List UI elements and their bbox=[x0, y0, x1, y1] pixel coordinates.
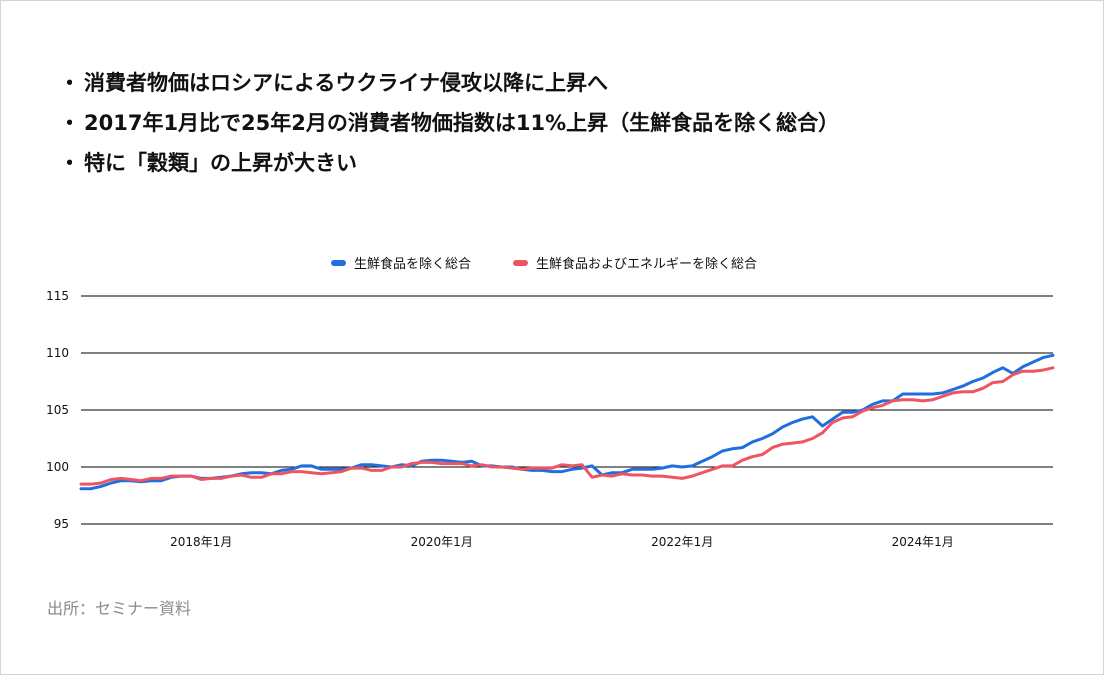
x-tick-label: 2024年1月 bbox=[892, 535, 954, 549]
source-note: 出所：セミナー資料 bbox=[47, 599, 192, 618]
series-line-2 bbox=[79, 366, 1055, 486]
y-tick-label: 110 bbox=[46, 346, 69, 360]
x-tick-label: 2020年1月 bbox=[411, 535, 473, 549]
y-tick-label: 95 bbox=[54, 517, 69, 531]
legend-label: 生鮮食品を除く総合 bbox=[354, 256, 471, 272]
y-tick-label: 105 bbox=[46, 403, 69, 417]
bullet-text: 2017年1月比で25年2月の消費者物価指数は11%上昇（生鮮食品を除く総合） bbox=[84, 111, 840, 135]
bullet-item: ・ 2017年1月比で25年2月の消費者物価指数は11%上昇（生鮮食品を除く総合… bbox=[57, 103, 839, 143]
x-tick-label: 2018年1月 bbox=[170, 535, 232, 549]
x-tick-label: 2022年1月 bbox=[651, 535, 713, 549]
bullet-text: 消費者物価はロシアによるウクライナ侵攻以降に上昇へ bbox=[84, 71, 608, 95]
y-tick-label: 115 bbox=[46, 289, 69, 303]
legend-swatch bbox=[513, 260, 528, 266]
bullet-marker: ・ bbox=[59, 71, 80, 95]
y-tick-label: 100 bbox=[46, 460, 69, 474]
legend-label: 生鮮食品およびエネルギーを除く総合 bbox=[536, 256, 757, 272]
line-chart: 95 100 105 110 115 2018年1月 2020年1月 2022年1月 2024年… bbox=[46, 256, 1055, 549]
bullet-item: ・ 特に「穀類」の上昇が大きい bbox=[57, 143, 839, 183]
series-line-1 bbox=[79, 353, 1055, 491]
bullet-list: ・ 消費者物価はロシアによるウクライナ侵攻以降に上昇へ ・ 2017年1月比で2… bbox=[57, 63, 839, 183]
bullet-marker: ・ bbox=[59, 151, 80, 175]
legend-swatch bbox=[331, 260, 346, 266]
bullet-text: 特に「穀類」の上昇が大きい bbox=[84, 151, 357, 175]
bullet-item: ・ 消費者物価はロシアによるウクライナ侵攻以降に上昇へ bbox=[57, 63, 839, 103]
bullet-marker: ・ bbox=[59, 111, 80, 135]
